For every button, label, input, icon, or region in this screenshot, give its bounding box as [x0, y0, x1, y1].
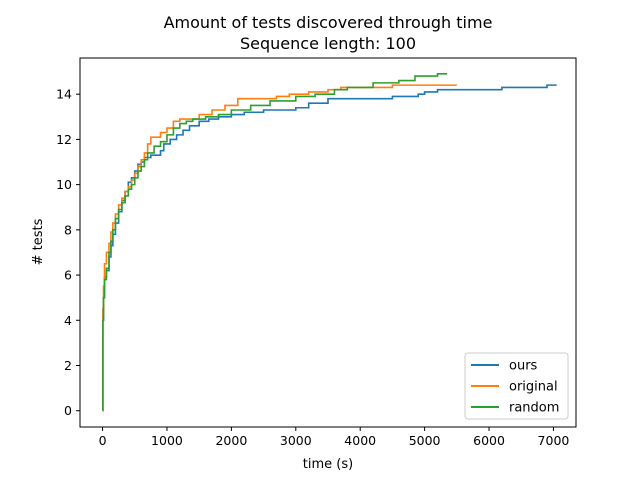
x-tick-label: 3000 [280, 433, 312, 448]
x-tick-label: 1000 [151, 433, 183, 448]
series-line-ours [102, 84, 557, 412]
legend-box [464, 352, 569, 420]
x-tick-label: 6000 [473, 433, 505, 448]
y-tick-label: 0 [64, 403, 72, 418]
y-tick-label: 6 [64, 268, 72, 283]
series-line-random [102, 73, 448, 412]
plot-frame [79, 57, 577, 428]
x-tick-label: 0 [99, 433, 107, 448]
y-tick-label: 2 [64, 358, 72, 373]
legend-label-ours: ours [509, 359, 538, 374]
x-tick-label: 2000 [215, 433, 247, 448]
x-tick-label: 7000 [538, 433, 570, 448]
plot-lines [102, 73, 557, 412]
y-tick-label: 14 [56, 87, 72, 102]
legend-label-random: random [509, 401, 559, 416]
legend: ours original random [464, 352, 569, 420]
chart-title: Amount of tests discovered through time [164, 13, 493, 32]
x-axis-label: time (s) [303, 457, 353, 472]
y-tick-label: 10 [56, 177, 72, 192]
chart-subtitle: Sequence length: 100 [240, 34, 416, 53]
y-tick-label: 8 [64, 222, 72, 237]
y-axis-label: # tests [31, 218, 46, 265]
y-tick-label: 12 [56, 132, 72, 147]
x-axis: 0 1000 2000 3000 4000 5000 6000 7000 [99, 427, 570, 448]
legend-label-original: original [509, 380, 558, 395]
y-tick-label: 4 [64, 313, 72, 328]
x-tick-label: 4000 [344, 433, 376, 448]
x-tick-label: 5000 [409, 433, 441, 448]
y-axis: 0 2 4 6 8 10 12 14 [56, 87, 80, 418]
